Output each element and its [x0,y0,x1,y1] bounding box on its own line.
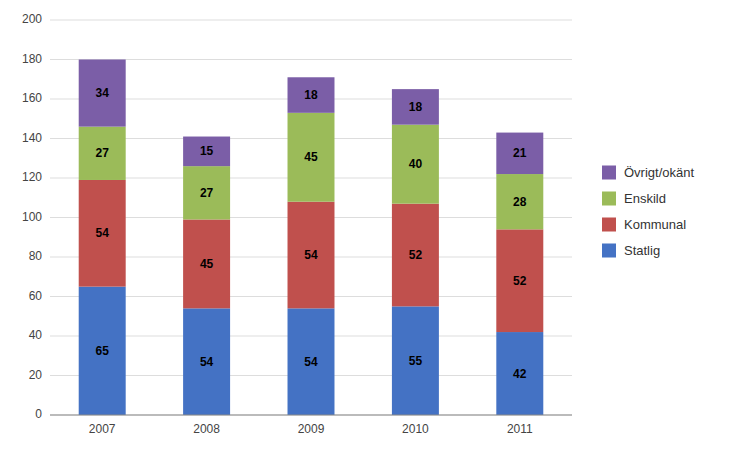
bar-segment [392,89,439,125]
bar-segment [288,202,335,309]
legend-swatch [602,192,616,206]
bar-segment [392,125,439,204]
bar-segment [79,180,126,287]
data-label: 52 [409,248,423,262]
legend-swatch [602,218,616,232]
legend-label: Statlig [624,243,660,258]
x-tick-label: 2011 [507,422,533,436]
bars [79,60,544,416]
data-label: 55 [409,354,423,368]
y-axis: 0 20 40 60 80 100 120 140 160 180 200 [22,12,42,421]
bar-segment [288,308,335,415]
data-label: 18 [304,88,318,102]
y-tick-label: 120 [22,170,42,184]
data-label: 65 [96,344,110,358]
x-tick-label: 2008 [193,422,220,436]
legend-swatch [602,166,616,180]
x-tick-label: 2009 [298,422,325,436]
data-label: 54 [96,226,110,240]
legend-swatch [602,244,616,258]
x-axis: 2007 2008 2009 2010 2011 [50,415,572,436]
data-label: 45 [200,257,214,271]
y-tick-label: 60 [29,289,43,303]
data-label: 40 [409,157,423,171]
data-label: 52 [513,274,527,288]
bar-segment [392,306,439,415]
y-tick-label: 0 [35,407,42,421]
data-label: 27 [96,146,110,160]
bar-segment [183,166,230,219]
x-axis-line [50,415,572,416]
data-label: 42 [513,367,527,381]
data-label: 34 [96,86,110,100]
bar-segment [288,113,335,202]
x-tick-label: 2007 [89,422,116,436]
y-tick-label: 140 [22,131,42,145]
y-tick-label: 180 [22,52,42,66]
grid-line [50,59,572,60]
y-tick-label: 160 [22,91,42,105]
y-tick-label: 100 [22,210,42,224]
grid-line [50,20,572,21]
bar-segment [496,332,543,415]
data-label: 28 [513,195,527,209]
data-label: 54 [304,248,318,262]
bar-segment [496,174,543,229]
chart: 0 20 40 60 80 100 120 140 160 180 200 65 54 27 34 54 45 2… [0,0,752,451]
legend-label: Enskild [624,191,666,206]
bar-segment [496,133,543,174]
data-label: 15 [200,144,214,158]
data-label: 18 [409,100,423,114]
bar-segment [392,204,439,307]
legend-label: Övrigt/okänt [624,165,694,180]
data-labels: 65 54 27 34 54 45 27 15 54 54 45 18 55 52 40 18 42 52 28 21 [96,86,527,380]
data-label: 54 [304,355,318,369]
bar-segment [79,60,126,127]
y-tick-label: 40 [29,328,43,342]
bar-segment [288,77,335,113]
data-label: 45 [304,150,318,164]
bar-segment [183,308,230,415]
legend: Övrigt/okänt Enskild Kommunal Statlig [602,165,694,258]
bar-segment [496,229,543,332]
y-tick-label: 200 [22,12,42,26]
data-label: 27 [200,186,214,200]
bar-segment [79,127,126,180]
bar-segment [79,287,126,415]
bar-segment [183,219,230,308]
x-tick-label: 2010 [402,422,429,436]
y-tick-label: 20 [29,368,43,382]
legend-label: Kommunal [624,217,686,232]
data-label: 54 [200,355,214,369]
data-label: 21 [513,146,527,160]
bar-segment [183,137,230,167]
grid-line [50,415,572,416]
y-tick-label: 80 [29,249,43,263]
grid [50,20,572,415]
